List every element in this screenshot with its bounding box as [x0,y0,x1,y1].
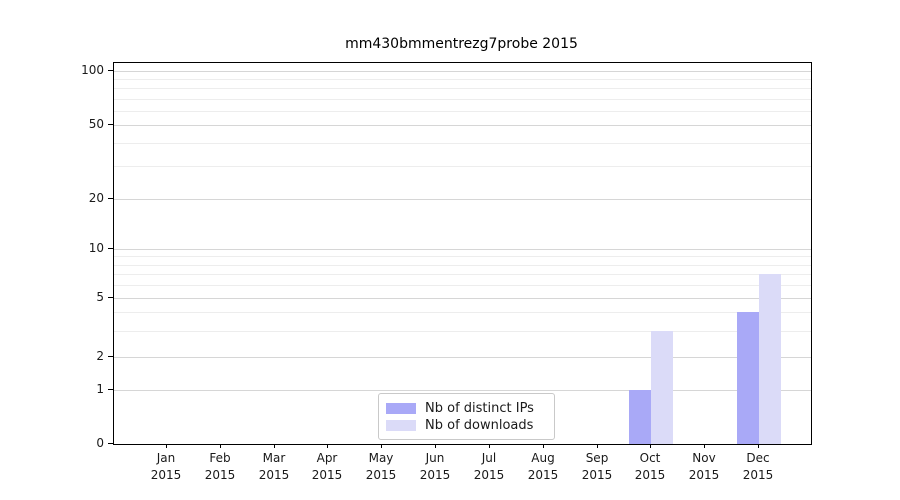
x-tick-label-sep-2015: Sep 2015 [565,450,629,484]
x-tick-mar-2015 [274,444,275,448]
x-tick-label-nov-2015: Nov 2015 [672,450,736,484]
legend-swatch-nb-of-downloads [386,419,416,431]
x-tick-label-line: 2015 [688,468,720,482]
y-tick-label-50: 50 [88,117,104,131]
y-tick-20 [108,198,113,199]
x-tick-label-line: Nov [692,451,716,465]
gridline-minor-8 [114,265,811,266]
x-tick-oct-2015 [650,444,651,448]
x-tick-label-line: May [368,451,394,465]
x-tick-label-mar-2015: Mar 2015 [242,450,306,484]
x-tick-label-line: 2015 [473,468,505,482]
x-tick-label-line: 2015 [258,468,290,482]
x-tick-label-line: Jan [156,451,176,465]
legend-swatch-nb-of-distinct-ips [386,402,416,414]
x-tick-label-line: Sep [585,451,609,465]
gridline-minor-90 [114,79,811,80]
gridline-minor-9 [114,256,811,257]
gridline-minor-30 [114,166,811,167]
x-tick-label-jan-2015: Jan 2015 [134,450,198,484]
x-tick-label-apr-2015: Apr 2015 [295,450,359,484]
y-tick-100 [108,70,113,71]
gridline-minor-60 [114,111,811,112]
x-tick-sep-2015 [597,444,598,448]
gridline-minor-70 [114,99,811,100]
y-tick-label-10: 10 [88,241,104,255]
x-tick-dec-2015 [758,444,759,448]
x-tick-label-line: 2015 [204,468,236,482]
x-tick-label-aug-2015: Aug 2015 [511,450,575,484]
x-tick-label-jul-2015: Jul 2015 [457,450,521,484]
y-tick-10 [108,248,113,249]
plot-area: Nb of distinct IPs Nb of downloads [113,62,812,445]
x-tick-apr-2015 [327,444,328,448]
gridline-minor-6 [114,285,811,286]
x-tick-label-may-2015: May 2015 [349,450,413,484]
x-tick-label-line: 2015 [419,468,451,482]
gridline-major-100 [114,71,811,72]
gridline-minor-40 [114,143,811,144]
legend-label-nb-of-downloads: Nb of downloads [425,417,534,433]
y-tick-label-5: 5 [96,290,104,304]
y-tick-label-2: 2 [96,349,104,363]
x-tick-aug-2015 [543,444,544,448]
gridline-major-10 [114,249,811,250]
gridline-major-50 [114,125,811,126]
x-tick-jul-2015 [489,444,490,448]
bar-oct-2015-nb-of-distinct-ips [629,390,651,444]
x-tick-nov-2015 [704,444,705,448]
bar-dec-2015-nb-of-distinct-ips [737,312,759,444]
x-tick-label-line: 2015 [742,468,774,482]
x-tick-label-line: Oct [639,451,661,465]
y-tick-50 [108,124,113,125]
y-tick-label-100: 100 [81,63,104,77]
chart-title: mm430bmmentrezg7probe 2015 [345,36,578,52]
x-tick-label-jun-2015: Jun 2015 [403,450,467,484]
y-tick-1 [108,389,113,390]
x-tick-label-line: 2015 [581,468,613,482]
x-tick-jun-2015 [435,444,436,448]
x-tick-label-line: 2015 [150,468,182,482]
legend-row-nb-of-downloads: Nb of downloads [386,417,554,433]
x-tick-label-line: Jul [481,451,497,465]
y-tick-label-20: 20 [88,191,104,205]
x-tick-feb-2015 [220,444,221,448]
x-tick-label-line: Jun [425,451,445,465]
legend-label-nb-of-distinct-ips: Nb of distinct IPs [425,400,534,416]
x-tick-label-oct-2015: Oct 2015 [618,450,682,484]
y-tick-label-1: 1 [96,382,104,396]
x-tick-label-line: Dec [746,451,770,465]
y-tick-label-0: 0 [96,436,104,450]
x-tick-label-line: Feb [209,451,231,465]
legend-row-nb-of-distinct-ips: Nb of distinct IPs [386,400,554,416]
gridline-major-1 [114,390,811,391]
gridline-major-20 [114,199,811,200]
x-tick-label-feb-2015: Feb 2015 [188,450,252,484]
y-tick-2 [108,356,113,357]
x-tick-label-line: 2015 [634,468,666,482]
gridline-minor-80 [114,88,811,89]
x-tick-label-line: Mar [262,451,286,465]
legend: Nb of distinct IPs Nb of downloads [378,393,555,440]
y-tick-5 [108,297,113,298]
x-tick-label-line: 2015 [527,468,559,482]
x-tick-may-2015 [381,444,382,448]
x-tick-label-line: Apr [316,451,338,465]
gridline-minor-3 [114,331,811,332]
x-tick-jan-2015 [166,444,167,448]
gridline-major-5 [114,298,811,299]
gridline-major-2 [114,357,811,358]
x-tick-label-dec-2015: Dec 2015 [726,450,790,484]
y-tick-0 [108,443,113,444]
gridline-minor-7 [114,274,811,275]
bar-dec-2015-nb-of-downloads [759,274,781,444]
x-tick-label-line: 2015 [365,468,397,482]
x-tick-label-line: Aug [531,451,555,465]
x-tick-label-line: 2015 [311,468,343,482]
bar-oct-2015-nb-of-downloads [651,331,673,444]
gridline-minor-4 [114,312,811,313]
